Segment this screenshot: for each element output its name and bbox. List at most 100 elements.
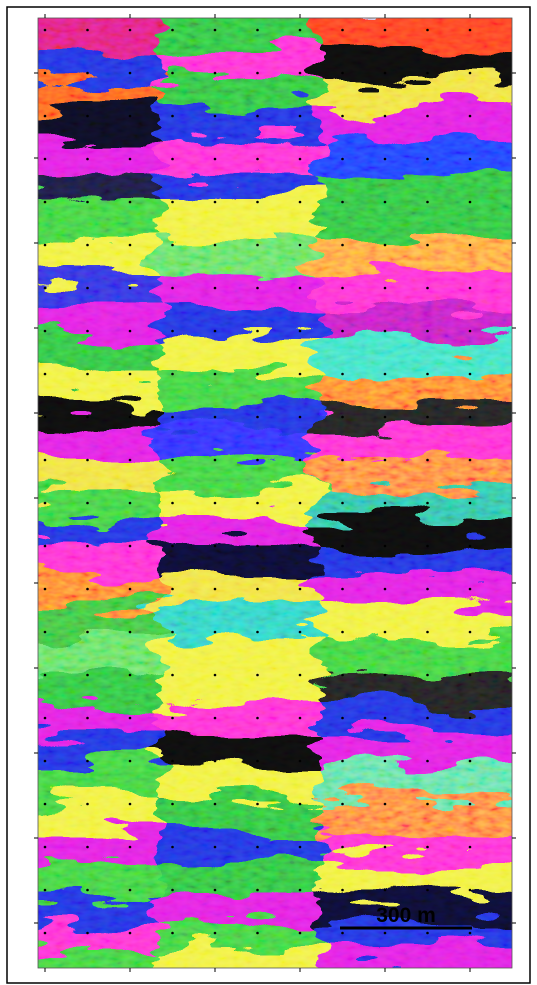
grid-dot [44, 674, 47, 677]
grid-dot [384, 115, 387, 118]
grid-dot [426, 287, 429, 290]
grid-dot [384, 803, 387, 806]
grid-dot [171, 201, 174, 204]
grid-dot [426, 717, 429, 720]
grid-dot [341, 459, 344, 462]
grid-dot [171, 760, 174, 763]
grid-dot [171, 502, 174, 505]
grid-dot [256, 889, 259, 892]
grid-dot [256, 158, 259, 161]
grid-dot [341, 330, 344, 333]
grid-dot [214, 631, 217, 634]
grid-dot [426, 889, 429, 892]
grid-dot [171, 330, 174, 333]
grid-dot [171, 846, 174, 849]
grid-dot [426, 459, 429, 462]
grid-dot [384, 29, 387, 32]
grid-dot [44, 29, 47, 32]
grid-dot [426, 373, 429, 376]
grid-dot [299, 201, 302, 204]
grid-dot [44, 158, 47, 161]
grid-dot [469, 889, 472, 892]
grid-dot [384, 201, 387, 204]
grid-dot [341, 72, 344, 75]
grid-dot [44, 588, 47, 591]
grid-dot [86, 72, 89, 75]
grid-dot [214, 287, 217, 290]
grid-dot [171, 416, 174, 419]
grid-dot [426, 244, 429, 247]
grid-dot [129, 287, 132, 290]
grid-dot [44, 287, 47, 290]
grid-dot [299, 846, 302, 849]
grid-dot [214, 459, 217, 462]
grid-dot [299, 416, 302, 419]
grid-dot [44, 330, 47, 333]
grid-dot [44, 72, 47, 75]
grid-dot [256, 717, 259, 720]
grid-dot [299, 287, 302, 290]
grid-dot [341, 803, 344, 806]
grid-dot [44, 115, 47, 118]
grid-dot [129, 373, 132, 376]
grid-dot [299, 459, 302, 462]
grid-dot [256, 846, 259, 849]
grid-dot [171, 674, 174, 677]
grid-dot [426, 803, 429, 806]
grid-dot [426, 115, 429, 118]
grid-dot [214, 115, 217, 118]
grid-dot [299, 330, 302, 333]
grid-dot [171, 717, 174, 720]
grid-dot [469, 803, 472, 806]
grid-dot [299, 932, 302, 935]
grid-dot [384, 588, 387, 591]
grid-dot [44, 201, 47, 204]
grid-dot [214, 889, 217, 892]
grid-dot [214, 760, 217, 763]
grid-dot [341, 631, 344, 634]
grid-dot [341, 29, 344, 32]
grid-dot [426, 201, 429, 204]
grid-dot [341, 373, 344, 376]
grid-dot [129, 330, 132, 333]
grid-dot [341, 201, 344, 204]
grid-dot [469, 29, 472, 32]
grid-dot [384, 932, 387, 935]
grid-dot [44, 502, 47, 505]
grid-dot [86, 846, 89, 849]
grid-dot [214, 674, 217, 677]
grid-dot [426, 760, 429, 763]
grid-dot [426, 932, 429, 935]
grid-dot [341, 545, 344, 548]
grid-dot [86, 803, 89, 806]
grid-dot [426, 158, 429, 161]
grid-dot [214, 932, 217, 935]
grid-dot [469, 631, 472, 634]
grid-dot [256, 932, 259, 935]
grid-dot [341, 588, 344, 591]
grid-dot [256, 760, 259, 763]
grid-dot [171, 244, 174, 247]
grid-dot [384, 631, 387, 634]
grid-dot [299, 717, 302, 720]
grid-dot [256, 803, 259, 806]
grid-dot [214, 201, 217, 204]
grid-dot [384, 674, 387, 677]
grid-dot [214, 846, 217, 849]
grid-dot [299, 545, 302, 548]
grid-dot [469, 674, 472, 677]
grid-dot [384, 846, 387, 849]
grid-dot [469, 545, 472, 548]
grid-dot [299, 631, 302, 634]
grid-dot [469, 932, 472, 935]
grid-dot [256, 287, 259, 290]
grid-dot [426, 416, 429, 419]
grid-dot [86, 674, 89, 677]
grid-dot [341, 115, 344, 118]
grid-dot [341, 287, 344, 290]
grid-dot [171, 803, 174, 806]
grid-dot [129, 631, 132, 634]
grid-dot [44, 244, 47, 247]
grid-dot [86, 29, 89, 32]
grid-dot [86, 717, 89, 720]
